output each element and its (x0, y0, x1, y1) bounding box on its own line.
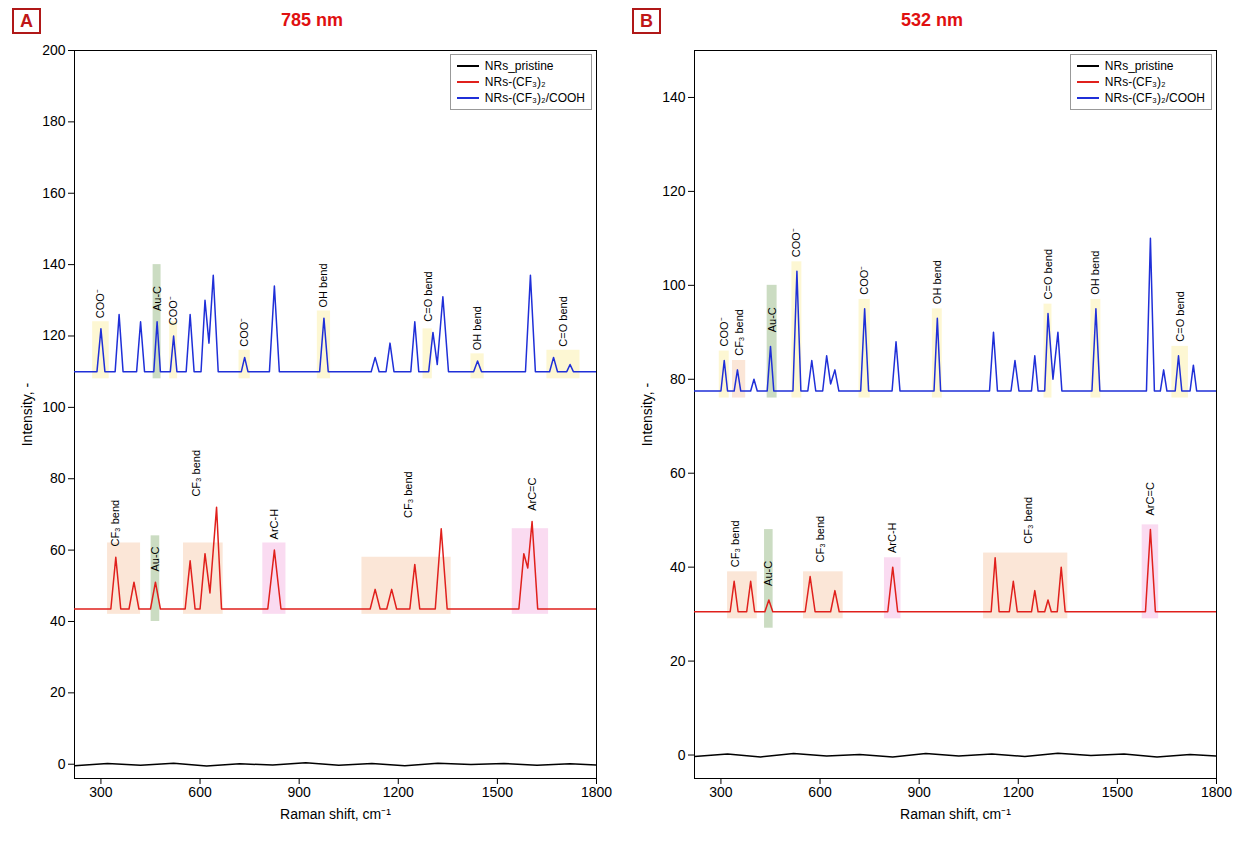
svg-text:Raman shift, cm⁻¹: Raman shift, cm⁻¹ (280, 806, 391, 822)
svg-text:40: 40 (50, 613, 66, 629)
svg-text:1200: 1200 (383, 784, 414, 800)
svg-text:300: 300 (89, 784, 113, 800)
svg-text:300: 300 (709, 784, 733, 800)
svg-text:900: 900 (287, 784, 311, 800)
svg-text:200: 200 (42, 42, 66, 58)
svg-text:COO⁻: COO⁻ (858, 266, 870, 295)
svg-text:40: 40 (670, 559, 686, 575)
svg-text:COO⁻: COO⁻ (718, 317, 730, 346)
svg-text:Au-C: Au-C (766, 307, 778, 332)
svg-text:Au-C: Au-C (149, 546, 161, 571)
html-text:NRs-(CF₃)₂/COOH: NRs-(CF₃)₂/COOH (484, 91, 585, 105)
svg-text:600: 600 (188, 784, 212, 800)
html-text:532 nm: 532 nm (901, 10, 963, 30)
svg-text:C=O bend: C=O bend (1174, 291, 1186, 341)
svg-text:C=O bend: C=O bend (557, 296, 569, 346)
svg-text:CF₃ bend: CF₃ bend (109, 500, 121, 547)
svg-text:80: 80 (50, 470, 66, 486)
svg-text:ArC-H: ArC-H (268, 509, 280, 540)
svg-text:1800: 1800 (581, 784, 612, 800)
svg-text:60: 60 (670, 465, 686, 481)
svg-text:COO⁻: COO⁻ (94, 289, 106, 318)
svg-text:0: 0 (58, 756, 66, 772)
svg-text:600: 600 (808, 784, 832, 800)
svg-text:Intensity, -: Intensity, - (639, 382, 655, 446)
svg-text:60: 60 (50, 542, 66, 558)
svg-text:C=O bend: C=O bend (1042, 249, 1054, 299)
html-text:B: B (640, 11, 653, 31)
svg-text:OH bend: OH bend (317, 263, 329, 307)
svg-text:COO⁻: COO⁻ (238, 318, 250, 347)
svg-text:Au-C: Au-C (151, 286, 163, 311)
svg-text:C=O bend: C=O bend (422, 271, 434, 321)
svg-text:1500: 1500 (482, 784, 513, 800)
svg-text:80: 80 (670, 371, 686, 387)
svg-text:100: 100 (42, 399, 66, 415)
html-text:NRs_pristine: NRs_pristine (484, 59, 554, 73)
svg-text:180: 180 (42, 113, 66, 129)
svg-text:OH bend: OH bend (931, 260, 943, 304)
svg-text:CF₃ bend: CF₃ bend (729, 520, 741, 567)
svg-text:Au-C: Au-C (762, 561, 774, 586)
html-text:NRs-(CF₃)₂: NRs-(CF₃)₂ (1104, 75, 1166, 89)
svg-text:1500: 1500 (1102, 784, 1133, 800)
svg-text:20: 20 (670, 653, 686, 669)
svg-text:1200: 1200 (1003, 784, 1034, 800)
svg-text:160: 160 (42, 185, 66, 201)
svg-text:Intensity, -: Intensity, - (19, 382, 35, 446)
svg-text:120: 120 (42, 327, 66, 343)
html-text:NRs_pristine: NRs_pristine (1104, 59, 1174, 73)
html-text:NRs-(CF₃)₂/COOH: NRs-(CF₃)₂/COOH (1104, 91, 1205, 105)
svg-text:CF₃ bend: CF₃ bend (814, 516, 826, 563)
svg-text:COO⁻: COO⁻ (790, 228, 802, 257)
svg-text:CF₃ bend: CF₃ bend (190, 450, 202, 497)
html-text:NRs-(CF₃)₂: NRs-(CF₃)₂ (484, 75, 546, 89)
svg-text:20: 20 (50, 684, 66, 700)
svg-text:0: 0 (678, 746, 686, 762)
svg-text:COO⁻: COO⁻ (167, 296, 179, 325)
svg-text:ArC=C: ArC=C (1144, 482, 1156, 515)
svg-text:CF₃ bend: CF₃ bend (402, 471, 414, 518)
svg-text:140: 140 (662, 89, 686, 105)
html-text:785 nm: 785 nm (281, 10, 343, 30)
svg-text:140: 140 (42, 256, 66, 272)
svg-text:900: 900 (907, 784, 931, 800)
svg-text:ArC-H: ArC-H (886, 522, 898, 553)
svg-text:CF₃ bend: CF₃ bend (733, 309, 745, 356)
svg-text:ArC=C: ArC=C (526, 477, 538, 510)
svg-text:1800: 1800 (1201, 784, 1232, 800)
svg-text:OH bend: OH bend (471, 306, 483, 350)
svg-text:100: 100 (662, 277, 686, 293)
svg-text:Raman shift, cm⁻¹: Raman shift, cm⁻¹ (900, 806, 1011, 822)
svg-text:120: 120 (662, 183, 686, 199)
html-text:A: A (20, 11, 33, 31)
svg-text:OH bend: OH bend (1089, 251, 1101, 295)
svg-text:CF₃ bend: CF₃ bend (1022, 497, 1034, 544)
